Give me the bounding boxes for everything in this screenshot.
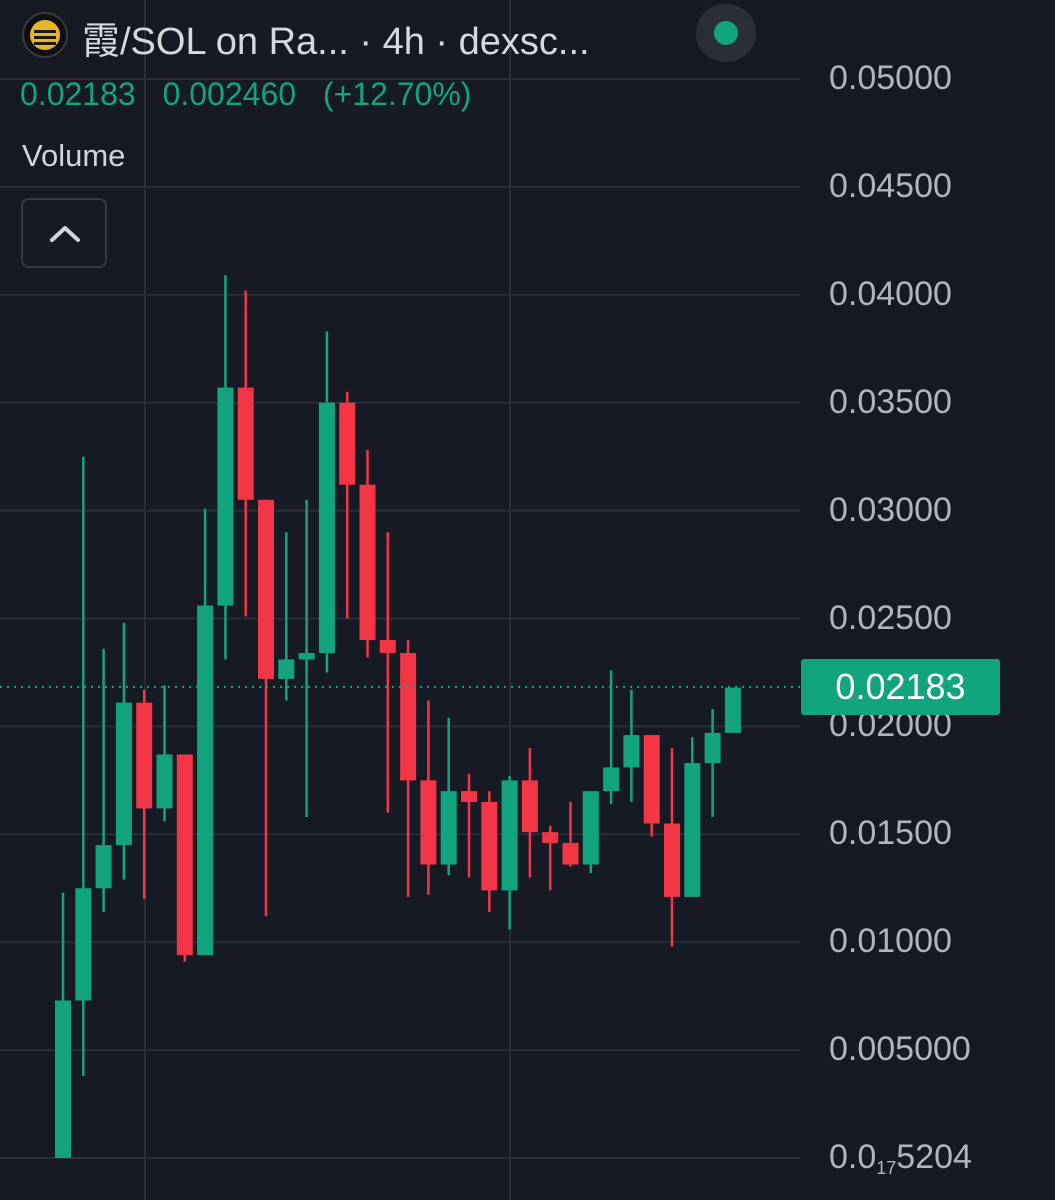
price-axis-label: 0.03000 [829, 490, 952, 529]
price-axis-label: 0.04500 [829, 166, 952, 205]
candle-body [420, 780, 437, 865]
candle-body [623, 735, 640, 768]
candle-body [278, 659, 295, 679]
candle-body [55, 1000, 71, 1158]
price-axis-label: 0.05000 [829, 59, 952, 97]
candle-body [298, 653, 315, 660]
candle-body [115, 702, 132, 846]
candle-body [176, 754, 193, 956]
chart-header: 霞/SOL on Ra... · 4h · dexsc... [0, 0, 800, 70]
candle-body [582, 791, 599, 865]
candle-body [603, 767, 620, 792]
legend-change-value: 0.002460 [162, 76, 297, 112]
candle-body [501, 780, 518, 891]
candle-body [95, 845, 112, 889]
candle-body [664, 823, 680, 897]
candle-body [440, 791, 457, 865]
candle-body [237, 387, 254, 500]
live-status-button[interactable] [696, 4, 756, 62]
candle-body [379, 640, 396, 654]
current-price-tag: 0.02183 [801, 658, 1000, 715]
candle-body [217, 387, 234, 606]
candle-body [521, 780, 538, 833]
candle-body [258, 499, 274, 679]
legend-close-value: 0.02183 [20, 76, 136, 112]
token-logo-icon [22, 12, 68, 58]
candle-body [359, 484, 376, 641]
candle-body [400, 653, 417, 781]
candle-body [136, 702, 153, 809]
ohlc-legend: 0.02183 0.002460 (+12.70%) [20, 76, 471, 113]
candle-body [339, 402, 356, 485]
candle-body [75, 888, 92, 1001]
candle-body [318, 402, 335, 654]
candle-body [724, 687, 741, 733]
price-axis-label: 0.005000 [829, 1030, 971, 1069]
live-status-dot-icon [714, 21, 738, 45]
price-axis-label: 0.02500 [829, 598, 952, 637]
candle-body [562, 842, 579, 865]
candle-body [481, 801, 498, 891]
candle-body [156, 754, 173, 809]
price-axis-label: 0.01500 [829, 814, 952, 853]
price-axis-label: 0.01000 [829, 922, 952, 961]
candle-body [197, 605, 214, 956]
candle-body [704, 732, 721, 764]
candle-body [684, 763, 701, 897]
volume-collapse-button[interactable] [21, 198, 107, 268]
candle-body [461, 791, 477, 802]
price-axis-label: 0.04000 [829, 274, 952, 313]
price-axis-label: 0.03500 [829, 382, 952, 421]
chevron-up-icon [50, 226, 80, 242]
candle-body [643, 735, 660, 824]
legend-change-percent: (+12.70%) [322, 76, 472, 112]
candle-body [542, 832, 559, 843]
price-axis-label-min: 0.0175204 [829, 1138, 972, 1178]
volume-label: Volume [22, 138, 126, 173]
pair-title[interactable]: 霞/SOL on Ra... · 4h · dexsc... [82, 21, 590, 63]
